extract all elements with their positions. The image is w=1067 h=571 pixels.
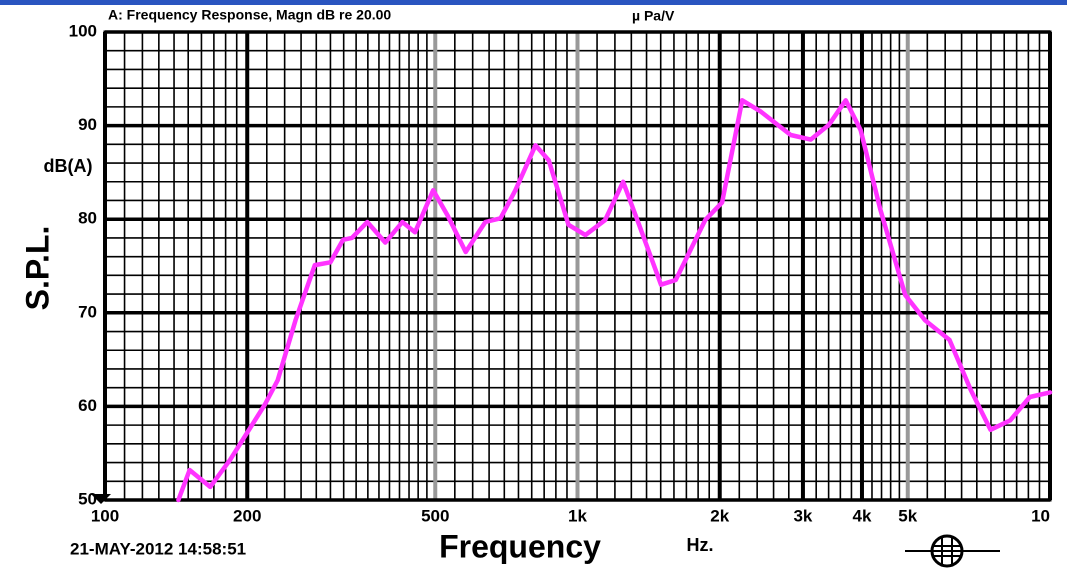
chart-title: A: Frequency Response, Magn dB re 20.00 xyxy=(108,7,391,23)
x-unit: Hz. xyxy=(687,535,714,555)
y-tick-label: 90 xyxy=(78,115,97,134)
y-unit: dB(A) xyxy=(44,156,93,176)
window-border xyxy=(0,0,1067,5)
y-tick-label: 60 xyxy=(78,396,97,415)
y-tick-label: 80 xyxy=(78,209,97,228)
y-tick-label: 70 xyxy=(78,302,97,321)
x-tick-label: 1k xyxy=(568,506,587,525)
y-tick-label: 100 xyxy=(69,21,97,40)
x-tick-label: 2k xyxy=(710,506,729,525)
x-tick-label: 10 xyxy=(1031,506,1050,525)
x-tick-label: 4k xyxy=(853,506,872,525)
y-tick-label: 50 xyxy=(78,489,97,508)
x-tick-label: 500 xyxy=(421,506,449,525)
x-tick-label: 100 xyxy=(91,506,119,525)
axis-arrow xyxy=(91,494,111,504)
x-tick-label: 200 xyxy=(233,506,261,525)
logo xyxy=(905,534,1000,568)
x-axis-label: Frequency xyxy=(439,528,601,564)
x-tick-label: 3k xyxy=(793,506,812,525)
plot-frame xyxy=(103,30,1052,502)
x-tick-label: 5k xyxy=(898,506,917,525)
y-axis-label: S.P.L. xyxy=(19,226,55,311)
unit-note: µ Pa/V xyxy=(632,8,675,24)
response-line xyxy=(176,98,1053,503)
timestamp: 21-MAY-2012 14:58:51 xyxy=(70,539,246,558)
